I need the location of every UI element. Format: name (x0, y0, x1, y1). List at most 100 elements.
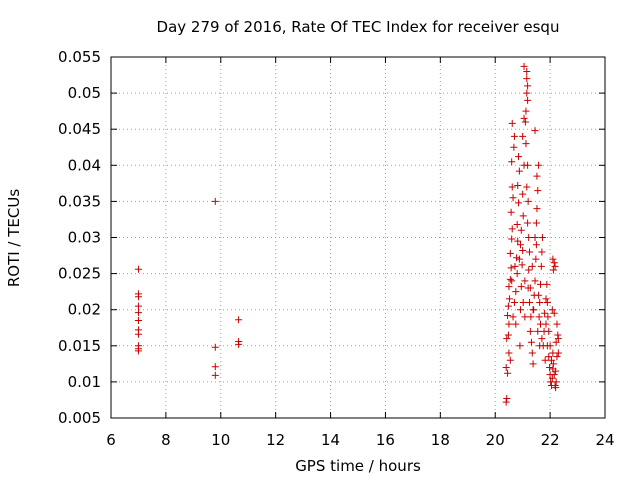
data-point (504, 302, 512, 310)
data-point (553, 353, 561, 361)
data-point (515, 255, 523, 263)
data-point (541, 356, 549, 364)
data-point (521, 277, 529, 285)
data-point (545, 353, 553, 361)
data-point (517, 283, 525, 291)
y-tick-label: 0.005 (58, 409, 101, 427)
data-point (551, 262, 559, 270)
data-point (521, 118, 529, 126)
data-point (517, 226, 525, 234)
data-point (524, 197, 532, 205)
data-point (531, 127, 539, 135)
y-tick-label: 0.02 (68, 301, 101, 319)
data-point (504, 331, 512, 339)
data-point (528, 349, 536, 357)
data-point (528, 262, 536, 270)
data-point (134, 293, 142, 301)
x-tick-label: 6 (106, 431, 116, 449)
x-tick-label: 14 (321, 431, 340, 449)
data-point (134, 330, 142, 338)
data-point (516, 241, 524, 249)
data-point (521, 313, 529, 321)
data-point (552, 338, 560, 346)
data-point (510, 132, 518, 140)
data-point (550, 371, 558, 379)
data-point (508, 119, 516, 127)
data-point (235, 316, 243, 324)
data-point (525, 266, 533, 274)
data-point (531, 234, 539, 241)
data-point (554, 349, 562, 357)
data-point (536, 342, 544, 350)
data-point (533, 205, 541, 213)
data-point (520, 62, 528, 70)
chart-title: Day 279 of 2016, Rate Of TEC Index for r… (157, 18, 560, 36)
data-point (535, 161, 543, 169)
data-point (542, 295, 550, 303)
data-point (538, 234, 546, 241)
data-point (513, 221, 521, 229)
grid-layer (111, 57, 605, 418)
data-point (134, 317, 142, 325)
data-point (134, 265, 142, 273)
data-point (526, 298, 534, 306)
data-point (134, 309, 142, 317)
data-point (552, 378, 560, 386)
data-point (506, 275, 514, 283)
data-point (541, 309, 549, 317)
data-point (508, 158, 516, 166)
data-point (510, 143, 518, 151)
y-tick-label: 0.05 (68, 84, 101, 102)
data-point (553, 320, 561, 328)
data-point (505, 283, 513, 291)
data-point (543, 280, 551, 288)
data-point (512, 288, 520, 296)
data-point (535, 313, 543, 321)
data-point (512, 320, 520, 328)
data-point (514, 237, 522, 245)
data-point (537, 280, 545, 288)
y-tick-label: 0.015 (58, 337, 101, 355)
data-point (532, 255, 540, 263)
data-point (542, 320, 550, 328)
y-tick-label: 0.045 (58, 120, 101, 138)
x-axis-label: GPS time / hours (295, 457, 421, 475)
data-point (509, 194, 517, 202)
data-point (527, 338, 535, 346)
data-point (543, 298, 551, 306)
data-point (549, 360, 557, 368)
data-point (502, 398, 510, 406)
data-point (504, 311, 512, 319)
data-point (211, 197, 219, 205)
data-point (514, 182, 522, 190)
data-point (532, 219, 540, 227)
y-axis-label: ROTI / TECUs (5, 189, 23, 287)
data-point (134, 302, 142, 310)
data-point (533, 172, 541, 180)
data-point (509, 313, 517, 321)
data-point (508, 225, 516, 233)
data-point (510, 298, 518, 306)
data-point (524, 96, 532, 104)
data-point (519, 132, 527, 140)
data-point (537, 262, 545, 270)
x-tick-label: 16 (376, 431, 395, 449)
data-point (534, 187, 542, 195)
y-tick-label: 0.035 (58, 192, 101, 210)
data-point (534, 327, 542, 335)
data-point (523, 67, 531, 75)
data-point (544, 313, 552, 321)
data-point (211, 343, 219, 351)
data-point (506, 356, 514, 364)
data-point (503, 335, 511, 343)
data-point (519, 246, 527, 254)
data-point (515, 153, 523, 161)
data-point (536, 298, 544, 306)
data-point (529, 360, 537, 368)
x-tick-label: 20 (486, 431, 505, 449)
data-point (523, 89, 531, 97)
data-point (538, 335, 546, 343)
data-point (511, 262, 519, 270)
